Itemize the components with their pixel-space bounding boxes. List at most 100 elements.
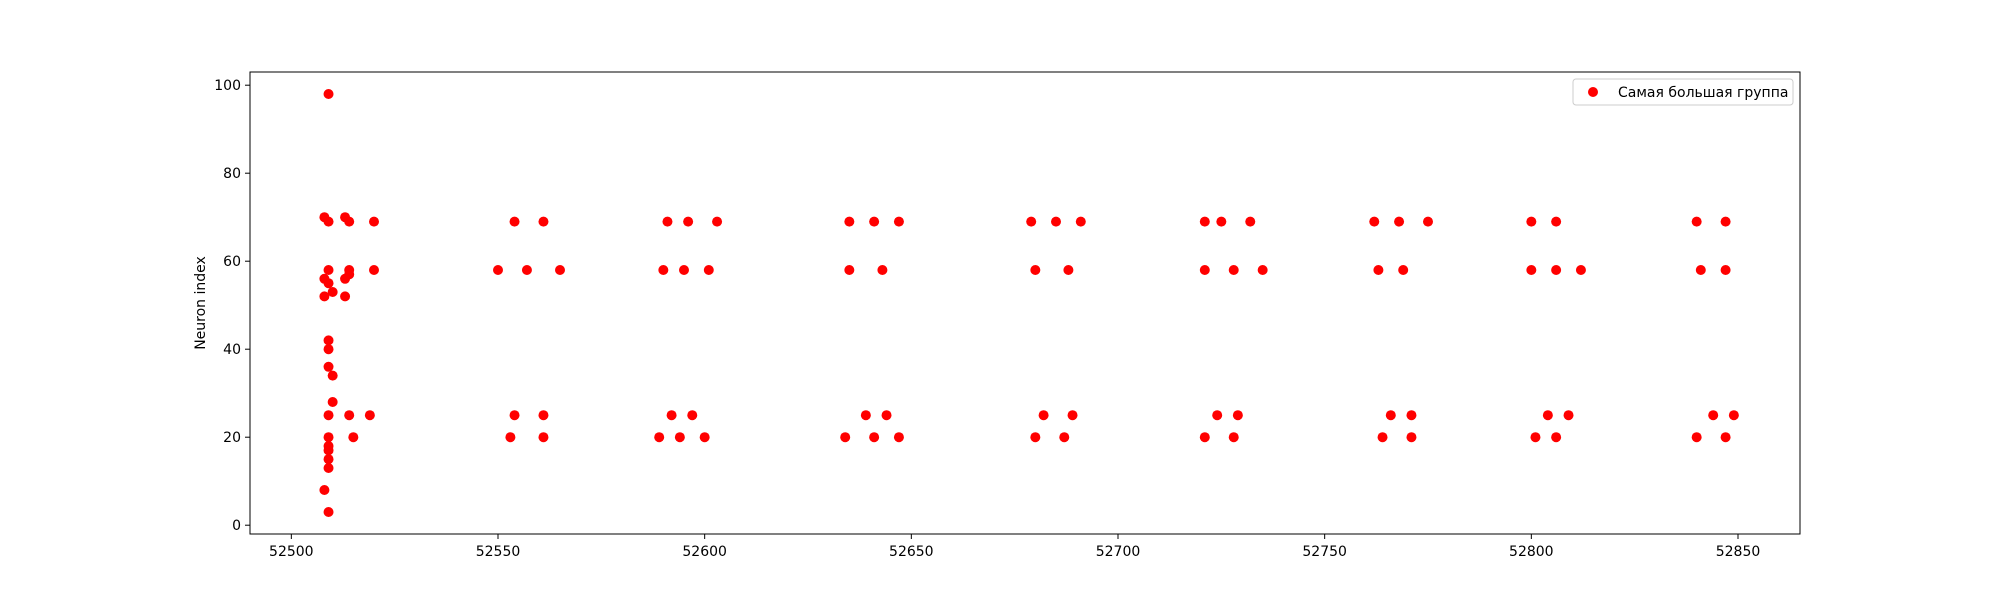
- data-point: [348, 432, 359, 443]
- data-point: [1551, 216, 1562, 227]
- data-point: [1394, 216, 1405, 227]
- data-point: [1406, 410, 1417, 421]
- data-point: [840, 432, 851, 443]
- y-axis-label: Neuron index: [193, 256, 209, 350]
- x-axis: 52500 52550 52600 52650 52700 52750 52800 52850: [269, 534, 1760, 560]
- data-point: [1038, 410, 1049, 421]
- data-point: [1059, 432, 1070, 443]
- data-point: [1398, 265, 1409, 275]
- data-point: [1067, 410, 1078, 421]
- data-point: [1228, 265, 1239, 275]
- data-point: [327, 397, 338, 407]
- data-point: [881, 410, 892, 421]
- legend-box: [1572, 78, 1794, 106]
- data-point: [1575, 265, 1586, 275]
- data-point: [1030, 432, 1041, 443]
- data-point: [555, 265, 565, 275]
- data-point: [1212, 410, 1223, 421]
- data-point: [1720, 265, 1731, 275]
- data-point: [323, 410, 334, 421]
- data-point: [1530, 432, 1541, 443]
- data-point: [662, 216, 673, 227]
- data-point: [1369, 216, 1380, 227]
- data-point: [1691, 432, 1702, 443]
- data-point: [1406, 432, 1417, 443]
- x-tick-label: 52650: [889, 544, 934, 560]
- data-point: [674, 432, 685, 443]
- y-tick-label: 60: [223, 254, 241, 270]
- data-point: [869, 432, 880, 443]
- data-point: [869, 216, 880, 227]
- data-point: [1691, 216, 1702, 227]
- data-point: [1199, 265, 1210, 275]
- data-point: [505, 432, 516, 443]
- legend: Самая большая группа: [1572, 78, 1794, 106]
- data-point: [509, 216, 520, 227]
- data-point: [1542, 410, 1553, 421]
- data-point: [323, 278, 334, 289]
- data-point: [323, 432, 334, 443]
- data-point: [327, 287, 338, 297]
- data-point: [1551, 432, 1562, 443]
- x-tick-label: 52500: [269, 544, 314, 560]
- data-point: [369, 265, 379, 275]
- legend-label: Самая большая группа: [1618, 85, 1788, 101]
- data-point: [666, 410, 677, 421]
- data-point: [323, 89, 334, 99]
- data-point: [1026, 216, 1037, 227]
- plot-frame: [249, 71, 1801, 535]
- data-point: [1423, 216, 1433, 227]
- y-tick-label: 100: [214, 78, 241, 94]
- data-point: [1720, 216, 1731, 227]
- data-point: [1075, 216, 1086, 227]
- data-point: [1720, 432, 1731, 443]
- data-point: [369, 216, 379, 227]
- y-axis: 0 20 40 60 80 100: [214, 78, 250, 534]
- data-point: [521, 265, 532, 275]
- data-point: [538, 410, 549, 421]
- data-point: [323, 445, 334, 456]
- data-point: [699, 432, 710, 443]
- data-point: [1377, 432, 1388, 443]
- x-tick-label: 52850: [1716, 544, 1761, 560]
- data-point: [323, 335, 334, 346]
- data-point: [893, 432, 904, 443]
- data-point: [344, 265, 355, 275]
- x-tick-label: 52750: [1302, 544, 1347, 560]
- data-point: [344, 410, 355, 421]
- data-point: [658, 265, 669, 275]
- data-point: [340, 291, 351, 302]
- y-tick-label: 40: [223, 342, 241, 358]
- data-point: [1228, 432, 1239, 443]
- data-point: [493, 265, 503, 275]
- data-point: [509, 410, 520, 421]
- data-point: [712, 216, 723, 227]
- data-point: [844, 216, 855, 227]
- data-point: [893, 216, 904, 227]
- data-point: [679, 265, 689, 275]
- data-point: [538, 216, 549, 227]
- data-point: [327, 370, 338, 381]
- data-point: [877, 265, 888, 275]
- data-point: [1708, 410, 1719, 421]
- data-point: [319, 485, 330, 495]
- data-point: [1526, 265, 1537, 275]
- legend-marker: [1588, 87, 1598, 97]
- data-point: [319, 291, 330, 302]
- y-tick-label: 80: [223, 166, 241, 182]
- y-tick-label: 0: [232, 518, 241, 534]
- x-tick-label: 52700: [1096, 544, 1141, 560]
- data-points: [319, 89, 1739, 517]
- data-point: [323, 361, 334, 372]
- data-point: [1526, 216, 1537, 227]
- data-point: [1385, 410, 1396, 421]
- data-point: [538, 432, 549, 443]
- x-tick-label: 52550: [476, 544, 521, 560]
- data-point: [1063, 265, 1074, 275]
- data-point: [654, 432, 665, 443]
- data-point: [687, 410, 698, 421]
- data-point: [703, 265, 714, 275]
- data-point: [323, 454, 334, 465]
- data-point: [1257, 265, 1268, 275]
